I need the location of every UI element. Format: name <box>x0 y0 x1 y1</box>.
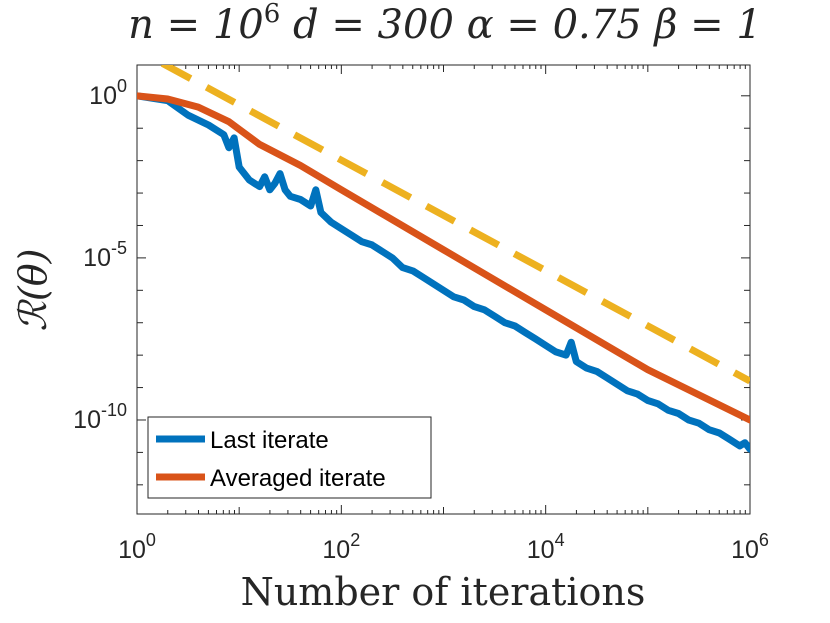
x-tick-label-exponent: 2 <box>350 530 360 550</box>
legend-label-last-iterate: Last iterate <box>210 427 329 454</box>
x-tick-label-exponent: 0 <box>146 530 156 550</box>
y-tick-label-base: 10 <box>89 82 117 110</box>
y-tick-label-exponent: -10 <box>101 400 127 420</box>
x-tick-label: 102 <box>322 530 360 564</box>
series-reference-slope <box>160 65 750 385</box>
y-tick-label-exponent: -5 <box>111 238 127 258</box>
chart-title-part-2: d = 300 α = 0.75 β = 1 <box>280 2 762 48</box>
x-tick-label-base: 10 <box>118 536 146 564</box>
legend-box <box>147 416 432 499</box>
x-tick-label: 106 <box>731 530 769 564</box>
series-last-iterate <box>137 92 750 453</box>
x-tick-label-base: 10 <box>731 536 759 564</box>
series-averaged-iterate <box>137 92 750 424</box>
x-tick-label: 100 <box>118 530 156 564</box>
y-tick-label: 10-5 <box>83 238 127 272</box>
chart-title-superscript: 6 <box>264 0 281 29</box>
x-tick-label-base: 10 <box>322 536 350 564</box>
x-tick-label: 104 <box>527 530 565 564</box>
x-tick-label-exponent: 4 <box>555 530 565 550</box>
chart-title: n = 106 d = 300 α = 0.75 β = 1 <box>128 0 762 48</box>
y-tick-label-base: 10 <box>83 244 111 272</box>
legend-label-averaged-iterate: Averaged iterate <box>210 465 386 492</box>
y-axis-label: ℛ(θ) <box>11 249 55 332</box>
y-tick-label: 10-10 <box>73 400 127 434</box>
x-tick-label-exponent: 6 <box>759 530 769 550</box>
y-tick-label: 100 <box>89 76 127 110</box>
chart-title-part-1: n = 10 <box>128 2 264 48</box>
x-tick-label-base: 10 <box>527 536 555 564</box>
y-tick-label-exponent: 0 <box>117 76 127 96</box>
x-axis-label: Number of iterations <box>241 570 646 614</box>
x-axis-ticks: 100 102 104 106 <box>118 65 769 564</box>
y-tick-label-base: 10 <box>73 406 101 434</box>
legend: Last iterate Averaged iterate <box>147 416 432 499</box>
